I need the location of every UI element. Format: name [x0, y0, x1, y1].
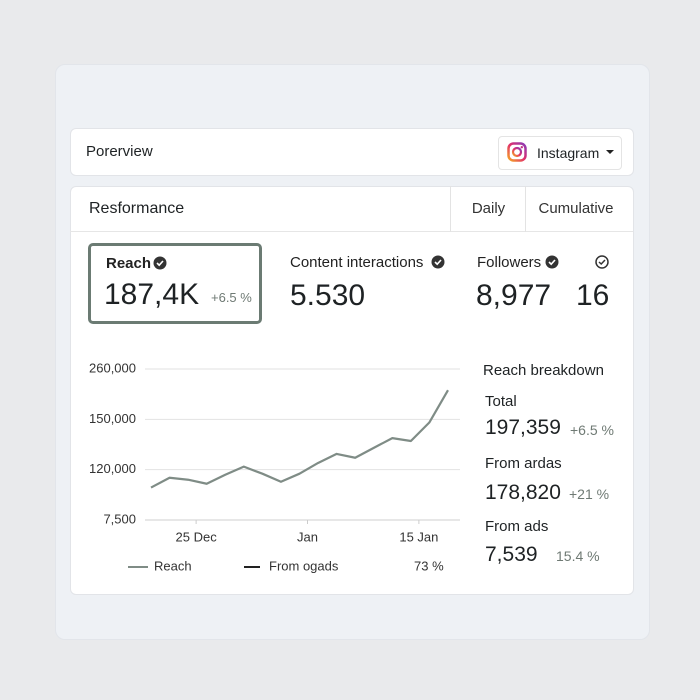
y-tick-label: 150,000 [89, 411, 136, 426]
divider [70, 231, 633, 232]
tab[interactable]: Cumulative [525, 186, 626, 232]
legend-label: From ogads [269, 558, 339, 573]
y-tick-label: 7,500 [103, 511, 136, 526]
performance-card [70, 186, 634, 595]
legend-label: Reach [154, 558, 192, 573]
chart: 260,000 150,000 120,000 7,500 25 Dec Jan 15 Ja… [89, 360, 460, 573]
legend-note: 73 % [414, 558, 444, 573]
x-tick-label: 15 Jan [399, 529, 438, 544]
breakdown-title: Reach breakdown [483, 362, 604, 379]
breakdown-value: 178,820 [485, 481, 561, 504]
page-title: Porerview [86, 143, 153, 160]
metric-label: Content interactions [290, 254, 424, 271]
dropdown-caret [606, 150, 614, 154]
instagram-icon [507, 142, 527, 162]
verified-icon [431, 255, 445, 269]
breakdown-change: +6.5 % [570, 422, 614, 438]
breakdown-change: +21 % [569, 486, 610, 502]
x-tick-label: 25 Dec [176, 529, 218, 544]
metric-value: 8,977 [476, 279, 552, 312]
platform-label: Instagram [537, 145, 600, 161]
metric-change: +6.5 % [211, 290, 252, 305]
x-tick-label: Jan [297, 529, 318, 544]
breakdown-label: From ardas [485, 455, 562, 472]
breakdown-change: 15.4 % [556, 548, 600, 564]
y-tick-label: 260,000 [89, 360, 136, 375]
line-series [150, 389, 449, 489]
breakdown-value: 7,539 [485, 543, 538, 566]
badge-icon [595, 255, 609, 269]
breakdown-label: From ads [485, 518, 549, 535]
y-tick-label: 120,000 [89, 461, 136, 476]
metric-label: Reach [106, 255, 152, 272]
verified-icon [153, 256, 167, 270]
metric-value: 187,4K [104, 278, 200, 311]
metric-label: Followers [477, 254, 542, 271]
section-title: Resformance [89, 200, 185, 217]
metric-value: 16 [576, 279, 610, 312]
verified-icon [545, 255, 559, 269]
breakdown-value: 197,359 [485, 416, 561, 439]
tab[interactable]: Daily [450, 186, 526, 232]
breakdown-label: Total [485, 393, 517, 410]
metric-value: 5.530 [290, 279, 366, 312]
platform-select[interactable] [498, 136, 622, 170]
metric-highlight[interactable] [88, 243, 262, 324]
